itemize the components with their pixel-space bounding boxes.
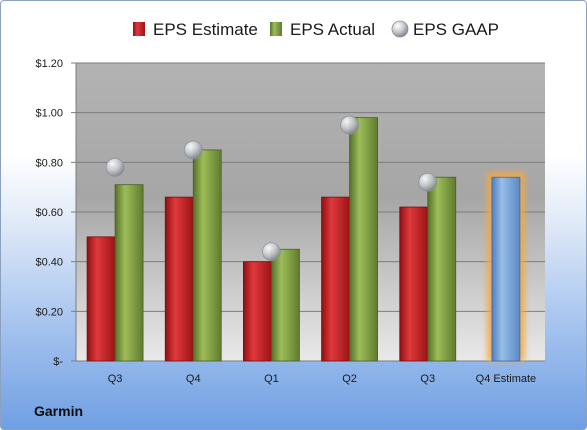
eps-actual-bar: [114, 184, 144, 362]
x-tick-label: Q1: [264, 373, 279, 385]
x-tick-label: Q4: [186, 373, 201, 385]
legend-swatch: [133, 22, 145, 36]
x-tick-label: Q3: [420, 373, 435, 385]
y-tick-label: $1.00: [35, 108, 63, 120]
y-tick-label: $0.80: [35, 157, 63, 169]
legend-label: EPS Actual: [290, 20, 375, 39]
eps-estimate-bar: [243, 261, 272, 362]
eps-actual-bar: [349, 117, 378, 362]
gaap-markers: [105, 115, 438, 262]
legend: EPS Estimate EPS Actual EPS GAAP: [133, 20, 499, 39]
q4-estimate-bar: [491, 176, 521, 362]
eps-gaap-marker: [262, 242, 281, 262]
y-tick-label: $-: [53, 356, 63, 368]
legend-label: EPS GAAP: [413, 20, 499, 39]
x-tick-label: Q4 Estimate: [476, 373, 537, 385]
legend-swatch: [391, 20, 409, 38]
gridlines: [71, 62, 545, 362]
company-name: Garmin: [34, 403, 84, 419]
eps-estimate-bar: [399, 206, 429, 362]
legend-swatch: [270, 22, 282, 36]
eps-gaap-marker: [105, 157, 125, 177]
eps-estimate-bar: [321, 196, 350, 362]
eps-actual-bar: [427, 176, 457, 362]
y-tick-label: $0.20: [35, 306, 63, 318]
y-tick-label: $0.60: [35, 207, 63, 219]
eps-estimate-bar: [164, 196, 194, 362]
eps-actual-bar: [271, 248, 300, 362]
x-axis-labels: Q3 Q4 Q1 Q2 Q3 Q4 Estimate: [108, 373, 536, 385]
y-axis-labels: $- $0.20 $0.40 $0.60 $0.80 $1.00 $1.20: [35, 58, 63, 368]
eps-gaap-marker: [340, 115, 359, 135]
y-tick-label: $1.20: [35, 58, 63, 70]
y-tick-label: $0.40: [35, 257, 63, 269]
bars: [86, 117, 525, 362]
x-tick-label: Q2: [342, 373, 357, 385]
eps-gaap-marker: [418, 172, 438, 192]
x-tick-label: Q3: [108, 373, 123, 385]
eps-actual-bar: [192, 149, 222, 362]
eps-estimate-bar: [86, 236, 116, 362]
eps-gaap-marker: [183, 140, 203, 160]
legend-label: EPS Estimate: [153, 20, 258, 39]
